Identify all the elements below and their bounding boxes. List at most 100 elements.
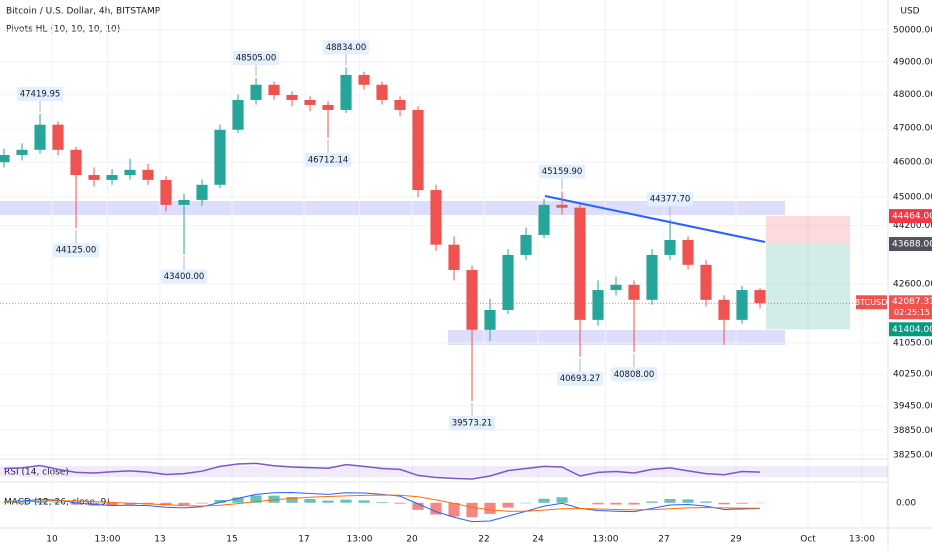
- candle-body: [718, 299, 730, 320]
- x-tick-label: 13:00: [849, 535, 875, 545]
- candle-body: [430, 190, 442, 245]
- macd-histogram: [682, 499, 694, 503]
- pivot-box: [323, 40, 370, 55]
- rsi-title: RSI (14, close): [4, 468, 69, 478]
- pivot-label: 43400.00: [164, 272, 205, 282]
- candle-body: [646, 254, 658, 300]
- candle-body: [286, 94, 298, 100]
- macd-histogram: [160, 502, 172, 506]
- macd-histogram: [664, 499, 676, 503]
- macd-tick-label: 0.00: [896, 498, 916, 508]
- pivot-label: 45159.90: [542, 167, 583, 177]
- pivot-label: 40693.27: [560, 374, 601, 384]
- target-zone: [766, 244, 850, 330]
- macd-histogram: [736, 502, 748, 504]
- candle-body: [232, 99, 244, 130]
- x-tick-label: 27: [658, 535, 669, 545]
- y-tick-label: 47000.00: [893, 124, 932, 134]
- pivot-box: [449, 416, 496, 431]
- entry-label-box: [889, 237, 932, 252]
- y-tick-label: 49000.00: [893, 57, 932, 67]
- target-label-box: [889, 322, 932, 337]
- symbol: BTCUSD: [855, 298, 888, 307]
- pivot-box: [539, 164, 586, 179]
- candle-body: [160, 179, 172, 205]
- macd-histogram: [538, 498, 550, 503]
- candle-body: [340, 74, 352, 110]
- macd-histogram: [178, 502, 190, 505]
- candle-body: [304, 99, 316, 105]
- stop-label-box: [889, 209, 932, 224]
- y-tick-label: 44200.00: [893, 221, 932, 231]
- candle-body: [538, 204, 550, 235]
- macd-histogram: [70, 502, 82, 505]
- candle-body: [124, 169, 136, 176]
- candle-body: [16, 149, 28, 155]
- pivot-box: [53, 243, 100, 258]
- pivot-label: 44377.70: [650, 195, 691, 205]
- candle-body: [196, 184, 208, 200]
- x-tick-label: 10: [46, 535, 58, 545]
- candle-body: [358, 74, 370, 85]
- x-tick-label: 17: [298, 535, 309, 545]
- pivot-box: [17, 86, 64, 101]
- x-tick-label: 24: [532, 535, 544, 545]
- stop-label: 44464.00: [892, 212, 932, 222]
- last-price: 42087.31: [892, 297, 932, 307]
- pivot-label: 44125.00: [56, 246, 97, 256]
- candle-body: [0, 154, 10, 163]
- macd-histogram: [718, 502, 730, 505]
- y-tick-label: 45000.00: [893, 193, 932, 203]
- pivot-label: 39573.21: [452, 419, 493, 429]
- macd-histogram: [376, 502, 388, 503]
- zone: [448, 330, 785, 345]
- macd-histogram: [124, 502, 136, 505]
- candle-body: [250, 84, 262, 100]
- last-price-box: [889, 295, 932, 320]
- x-tick-label: Oct: [800, 535, 816, 545]
- candle-body: [502, 254, 514, 310]
- y-tick-label: 41050.00: [893, 338, 932, 348]
- pivot-label: 46712.14: [308, 155, 349, 165]
- pivot-box: [611, 367, 658, 382]
- macd-histogram: [304, 499, 316, 503]
- macd-histogram: [16, 502, 28, 503]
- candle-body: [556, 204, 568, 208]
- signal-line: [4, 494, 761, 512]
- macd-histogram: [484, 502, 496, 514]
- macd-histogram: [358, 500, 370, 503]
- macd-histogram: [520, 502, 532, 504]
- x-tick-label: 15: [226, 535, 237, 545]
- macd-histogram: [628, 502, 640, 505]
- x-tick-label: 13: [154, 535, 165, 545]
- y-tick-label: 38250.00: [893, 451, 932, 461]
- pivot-box: [161, 269, 208, 284]
- macd-histogram: [448, 502, 460, 517]
- entry-label: 43688.00: [892, 240, 932, 250]
- x-tick-label: 13:00: [593, 535, 619, 545]
- candle-body: [484, 309, 496, 330]
- y-tick-label: 40250.00: [893, 370, 932, 380]
- macd-histogram: [646, 501, 658, 503]
- candle-body: [736, 290, 748, 320]
- macd-histogram: [610, 502, 622, 505]
- candle-body: [394, 99, 406, 110]
- candle-body: [178, 199, 190, 205]
- macd-histogram: [412, 502, 424, 510]
- macd-histogram: [232, 497, 244, 503]
- currency: USD: [900, 7, 919, 17]
- x-tick-label: 13:00: [95, 535, 121, 545]
- candle-body: [520, 234, 532, 255]
- macd-histogram: [502, 502, 514, 508]
- macd-histogram: [250, 495, 262, 503]
- macd-histogram: [394, 502, 406, 504]
- macd-histogram: [430, 502, 442, 515]
- pivot-box: [305, 152, 352, 167]
- candle-body: [682, 239, 694, 265]
- macd-histogram: [34, 501, 46, 503]
- y-tick-label: 38850.00: [893, 426, 932, 436]
- macd-histogram: [196, 502, 208, 504]
- candle-body: [628, 284, 640, 300]
